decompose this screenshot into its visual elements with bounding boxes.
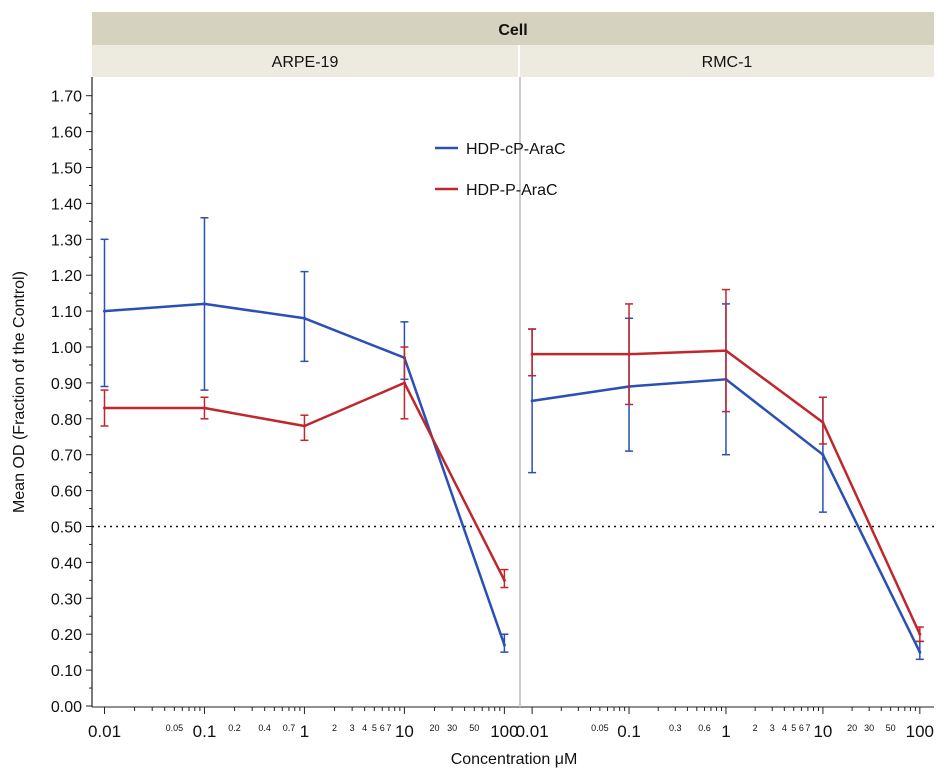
y-tick-label: 1.40 bbox=[51, 196, 82, 213]
error-bar-hdp-p-arac bbox=[818, 396, 827, 445]
x-minor-tick-label: 4 bbox=[782, 723, 787, 733]
y-tick-label: 0.10 bbox=[51, 663, 82, 680]
x-minor-tick-label: 50 bbox=[469, 723, 479, 733]
y-tick-label: 0.40 bbox=[51, 555, 82, 572]
data-point-hdp-p-arac bbox=[302, 424, 306, 428]
y-tick-label: 0.80 bbox=[51, 412, 82, 429]
panel-title-arpe19: ARPE-19 bbox=[272, 54, 339, 71]
x-minor-tick-label: 0.7 bbox=[283, 723, 296, 733]
y-tick-label: 1.50 bbox=[51, 161, 82, 178]
data-point-hdp-cp-arac bbox=[102, 309, 106, 313]
x-minor-tick-label: 0.3 bbox=[669, 723, 682, 733]
y-tick-label: 0.60 bbox=[51, 484, 82, 501]
y-tick-label: 0.20 bbox=[51, 627, 82, 644]
y-tick-label: 0.90 bbox=[51, 376, 82, 393]
data-point-hdp-p-arac bbox=[202, 406, 206, 410]
x-minor-tick-label: 6 bbox=[380, 723, 385, 733]
x-major-tick-label: 10 bbox=[395, 722, 414, 741]
x-minor-tick-label: 50 bbox=[886, 723, 896, 733]
series-line-hdp-p-arac bbox=[104, 381, 506, 581]
header-title: Cell bbox=[498, 22, 527, 39]
panel-arpe-19 bbox=[100, 217, 509, 653]
x-minor-tick-label: 0.4 bbox=[258, 723, 271, 733]
y-tick-label: 0.00 bbox=[51, 699, 82, 716]
y-tick-label: 1.60 bbox=[51, 125, 82, 142]
x-major-tick-label: 1 bbox=[721, 722, 730, 741]
x-minor-tick-label: 0.6 bbox=[698, 723, 711, 733]
y-axis: 0.00 0.10 0.20 0.30 0.40 0.50 0.60 0.70 0.80 0.90… bbox=[51, 89, 92, 716]
error-bar-hdp-p-arac bbox=[300, 414, 309, 442]
x-major-tick-label: 0.1 bbox=[193, 722, 217, 741]
y-tick-label: 1.30 bbox=[51, 232, 82, 249]
data-point-hdp-cp-arac bbox=[202, 302, 206, 306]
data-point-hdp-cp-arac bbox=[821, 453, 825, 457]
x-major-tick-label: 100 bbox=[906, 722, 934, 741]
x-major-tick-label: 100 bbox=[490, 722, 518, 741]
x-minor-tick-label: 6 bbox=[799, 723, 804, 733]
x-minor-tick-label: 30 bbox=[447, 723, 457, 733]
x-minor-tick-label: 2 bbox=[332, 723, 337, 733]
x-minor-tick-label: 3 bbox=[350, 723, 355, 733]
data-point-hdp-p-arac bbox=[402, 381, 406, 385]
x-minor-tick-label: 0.05 bbox=[166, 723, 184, 733]
x-minor-tick-label: 2 bbox=[753, 723, 758, 733]
x-minor-tick-label: 20 bbox=[430, 723, 440, 733]
panel-header-bar bbox=[92, 45, 934, 77]
y-tick-label: 0.50 bbox=[51, 520, 82, 537]
legend-label-hdp-cp-arac: HDP-cP-AraC bbox=[466, 141, 566, 158]
x-major-tick-label: 0.01 bbox=[88, 722, 121, 741]
x-minor-tick-label: 5 bbox=[372, 723, 377, 733]
y-tick-label: 1.20 bbox=[51, 268, 82, 285]
data-point-hdp-cp-arac bbox=[302, 316, 306, 320]
y-axis-title: Mean OD (Fraction of the Control) bbox=[11, 271, 28, 513]
x-axis-title: Concentration μM bbox=[451, 751, 578, 768]
x-minor-tick-label: 5 bbox=[791, 723, 796, 733]
error-bar-hdp-p-arac bbox=[528, 328, 537, 377]
x-minor-tick-label: 3 bbox=[770, 723, 775, 733]
legend-label-hdp-p-arac: HDP-P-AraC bbox=[466, 182, 558, 199]
y-tick-label: 1.10 bbox=[51, 304, 82, 321]
y-tick-label: 0.30 bbox=[51, 591, 82, 608]
x-major-tick-label: 1 bbox=[300, 722, 309, 741]
x-major-tick-label: 10 bbox=[813, 722, 832, 741]
legend: HDP-cP-AraC HDP-P-AraC bbox=[435, 141, 566, 199]
x-minor-tick-label: 4 bbox=[362, 723, 367, 733]
data-point-hdp-p-arac bbox=[724, 349, 728, 353]
data-point-hdp-cp-arac bbox=[502, 643, 506, 647]
x-major-tick-label: 0.1 bbox=[617, 722, 641, 741]
x-minor-tick-label: 7 bbox=[805, 723, 810, 733]
plot-area bbox=[100, 217, 924, 661]
data-point-hdp-cp-arac bbox=[530, 399, 534, 403]
data-point-hdp-p-arac bbox=[530, 352, 534, 356]
x-minor-tick-label: 7 bbox=[386, 723, 391, 733]
y-tick-label: 1.00 bbox=[51, 340, 82, 357]
data-point-hdp-p-arac bbox=[821, 420, 825, 424]
x-minor-tick-label: 30 bbox=[864, 723, 874, 733]
panel-title-rmc1: RMC-1 bbox=[702, 54, 753, 71]
data-point-hdp-p-arac bbox=[502, 578, 506, 582]
panel-rmc-1 bbox=[528, 288, 924, 661]
x-minor-tick-label: 20 bbox=[847, 723, 857, 733]
header-bar bbox=[92, 12, 934, 45]
error-bar-hdp-cp-arac bbox=[300, 270, 309, 363]
error-bar-hdp-cp-arac bbox=[100, 238, 109, 388]
data-point-hdp-p-arac bbox=[918, 632, 922, 636]
x-minor-tick-label: 0.2 bbox=[228, 723, 241, 733]
y-tick-label: 1.70 bbox=[51, 89, 82, 106]
x-major-tick-label: 0.01 bbox=[516, 722, 549, 741]
data-point-hdp-cp-arac bbox=[918, 650, 922, 654]
x-minor-tick-label: 0.05 bbox=[591, 723, 609, 733]
data-point-hdp-p-arac bbox=[627, 352, 631, 356]
data-point-hdp-p-arac bbox=[102, 406, 106, 410]
y-tick-label: 0.70 bbox=[51, 448, 82, 465]
